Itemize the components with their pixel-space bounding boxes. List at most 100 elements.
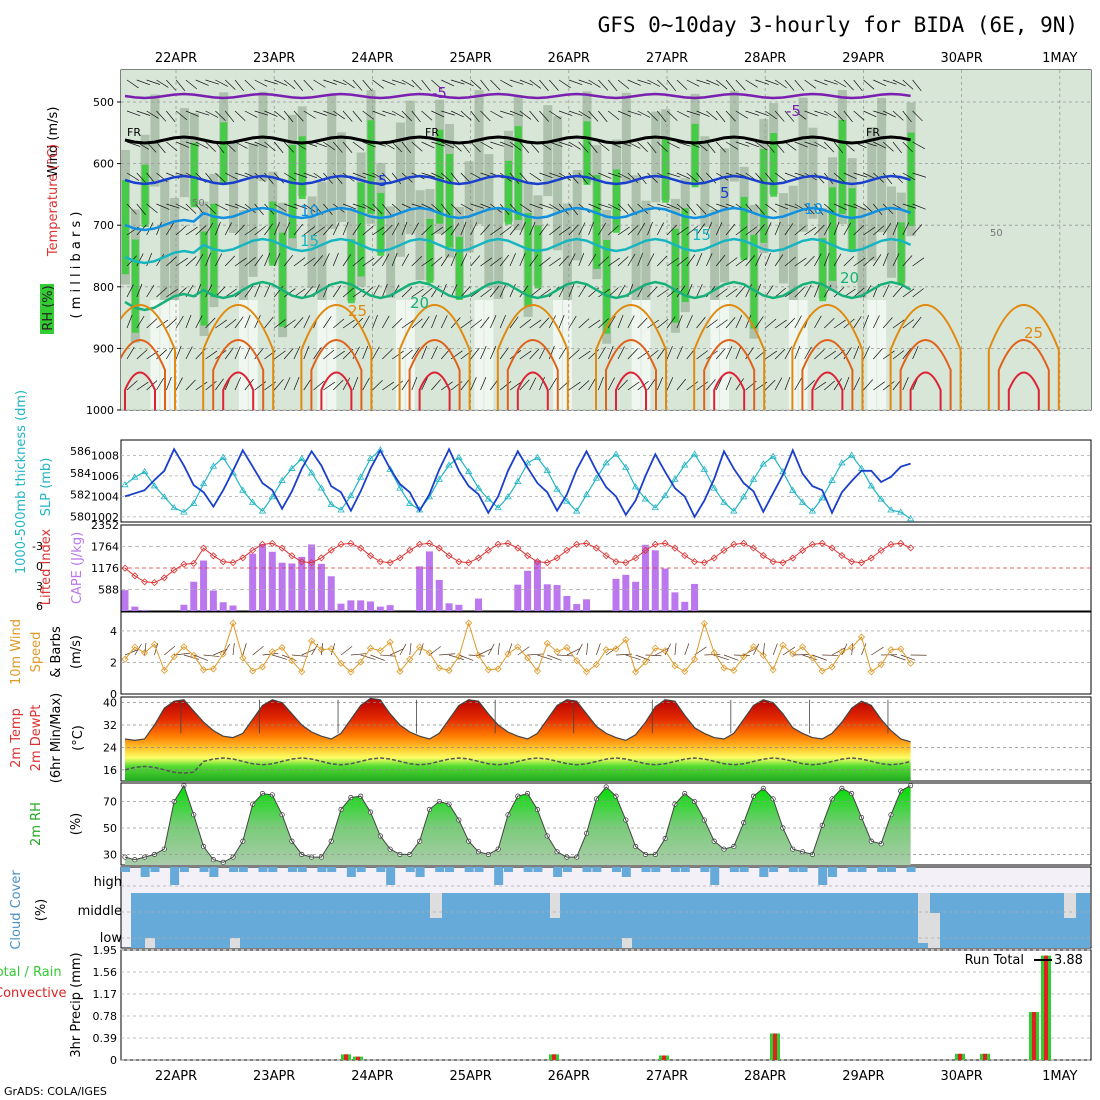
date-label: 24APR — [351, 1069, 393, 1084]
wind-barb — [205, 141, 216, 152]
lifted-index-point — [258, 540, 267, 548]
rh2m-line — [122, 783, 914, 865]
wind-barb — [882, 110, 896, 118]
wind-barb — [166, 256, 177, 267]
wind-barb — [814, 381, 827, 391]
wind10-barb — [439, 653, 456, 656]
wind-barb — [313, 255, 323, 267]
wind-barb — [794, 141, 808, 148]
rh-band-green — [357, 182, 365, 277]
lifted-index-point — [651, 540, 659, 548]
wind-barb — [912, 316, 922, 329]
wind-barb — [686, 203, 696, 216]
wind-barb — [902, 222, 910, 236]
cape-label: CAPE (J/kg) — [70, 532, 85, 604]
wind-barb — [391, 172, 402, 185]
wind-barb — [912, 79, 922, 92]
wind10-barb — [557, 654, 574, 657]
wind-barb — [882, 350, 895, 360]
rh-band — [798, 97, 808, 232]
date-label: 23APR — [253, 51, 295, 66]
rh-dry-band — [484, 300, 494, 410]
date-label: 30APR — [940, 51, 982, 66]
cape-bar — [200, 560, 208, 611]
wind-barb — [165, 222, 174, 236]
wind10-point — [602, 646, 610, 654]
wind-barb — [696, 316, 706, 329]
cloud-level-high: high — [94, 875, 122, 890]
rh2m-axis: 70 50 30 — [103, 796, 117, 862]
wind-barb — [283, 348, 294, 360]
wind-barb — [686, 172, 698, 183]
wind10-barb — [762, 642, 765, 656]
rh-band — [857, 207, 867, 298]
wind-barb — [814, 315, 822, 329]
contour-35 — [222, 371, 255, 410]
cloud-high-bar — [238, 867, 248, 872]
wind-barb — [156, 141, 166, 154]
wind-barb — [411, 347, 420, 360]
rh-band-green — [662, 139, 670, 203]
wind10-barb — [586, 642, 589, 656]
wind-barb — [136, 172, 147, 184]
cloud-high-bar — [788, 867, 798, 872]
wind-barb — [539, 203, 553, 209]
wind-barb — [264, 110, 278, 117]
wind10-point — [337, 659, 345, 667]
wind-barb — [205, 284, 213, 298]
contour-25 — [791, 304, 864, 410]
wind-barb — [607, 315, 616, 329]
wind10-point — [857, 633, 866, 641]
wind-barb — [598, 141, 610, 152]
wind-barb — [853, 287, 865, 298]
wind-barb — [431, 226, 444, 236]
contour-15 — [124, 237, 912, 265]
wind-barb — [126, 203, 137, 215]
temp2m-line — [124, 697, 911, 743]
thickness-tick-label: 582 — [70, 489, 91, 502]
wind10-barb — [615, 653, 632, 656]
wind-barb — [264, 172, 274, 185]
cape-bar — [317, 563, 325, 611]
wind-barb — [440, 254, 450, 267]
wind-barb — [647, 286, 658, 298]
rh-band-green — [671, 228, 679, 323]
contour-30 — [997, 339, 1050, 410]
upper-temp-label: Temperature (°C) — [46, 144, 61, 257]
wind-barb — [588, 349, 600, 360]
wind-barb — [735, 141, 750, 147]
wind-barb — [853, 345, 860, 360]
thickness-point — [690, 450, 699, 457]
wind-barb — [774, 319, 787, 329]
thickness-line — [124, 448, 911, 520]
wind-barb — [814, 110, 828, 116]
wind-barb — [332, 172, 343, 184]
rh-band — [229, 141, 239, 233]
wind-barb — [136, 110, 151, 116]
precip-tick-label: 0.78 — [93, 1010, 118, 1023]
wind-barb — [185, 226, 198, 236]
wind-barb — [823, 380, 836, 391]
rh2m-tick-label: 30 — [103, 848, 117, 861]
wind-barb — [676, 203, 688, 214]
wind-barb — [283, 141, 294, 153]
wind-barb — [706, 79, 720, 86]
thickness-point — [347, 491, 355, 499]
wind-barb — [607, 110, 620, 121]
cape-bar — [357, 600, 365, 611]
wind-barb — [382, 381, 395, 391]
wind-barb — [853, 316, 862, 329]
cape-bar — [278, 562, 286, 611]
wind-barb — [892, 110, 904, 121]
wind10-barb — [576, 643, 583, 656]
cloud-level-low: low — [100, 931, 123, 946]
wind-barb — [323, 381, 336, 391]
precip-label-b: Convective — [0, 986, 67, 1001]
rh-band-green — [583, 121, 591, 185]
date-label: 28APR — [744, 1069, 786, 1084]
wind-barb — [411, 376, 418, 391]
wind-barb — [725, 110, 736, 122]
cloud-high-bar — [710, 867, 720, 885]
wind-barb — [450, 79, 465, 85]
wind-barb — [175, 79, 186, 92]
